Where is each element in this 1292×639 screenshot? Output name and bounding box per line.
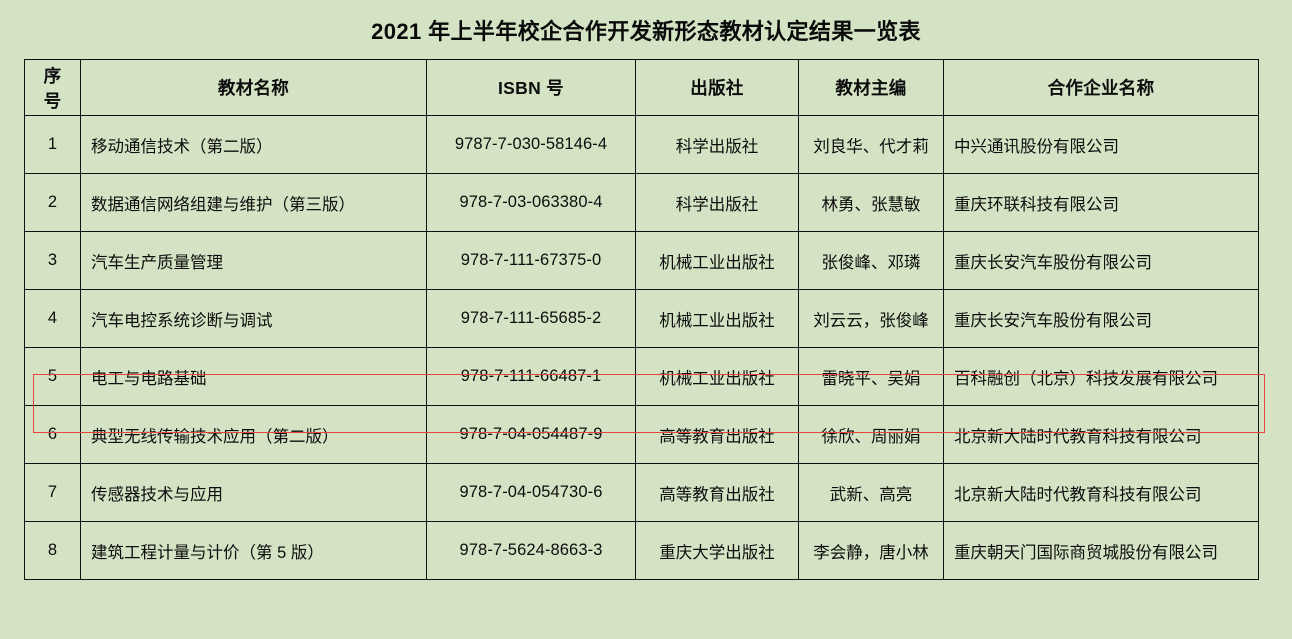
cell-pub: 机械工业出版社 (635, 289, 799, 348)
cell-idx: 1 (24, 115, 81, 174)
cell-isbn: 978-7-03-063380-4 (426, 173, 636, 232)
cell-isbn: 978-7-111-65685-2 (426, 289, 636, 348)
table-row: 1 移动通信技术（第二版） 9787-7-030-58146-4 科学出版社 刘良华、代… (24, 115, 1259, 174)
column-header-name: 教材名称 (80, 59, 427, 116)
cell-company: 重庆环联科技有限公司 (943, 173, 1259, 232)
cell-editor: 雷晓平、吴娟 (798, 347, 944, 406)
cell-isbn: 9787-7-030-58146-4 (426, 115, 636, 174)
cell-pub: 机械工业出版社 (635, 231, 799, 290)
cell-name: 汽车生产质量管理 (80, 231, 427, 290)
cell-pub: 重庆大学出版社 (635, 521, 799, 580)
page-title: 2021 年上半年校企合作开发新形态教材认定结果一览表 (371, 19, 921, 44)
cell-idx: 5 (24, 347, 81, 406)
table-header: 序号 教材名称 ISBN 号 出版社 教材主编 合作企业名称 (24, 59, 1259, 116)
cell-idx: 8 (24, 521, 81, 580)
textbook-results-table: 序号 教材名称 ISBN 号 出版社 教材主编 合作企业名称 1 移动通信技术（第… (24, 59, 1259, 580)
cell-idx: 6 (24, 405, 81, 464)
cell-name: 建筑工程计量与计价（第 5 版） (80, 521, 427, 580)
cell-isbn: 978-7-04-054730-6 (426, 463, 636, 522)
cell-company: 重庆长安汽车股份有限公司 (943, 231, 1259, 290)
cell-pub: 科学出版社 (635, 115, 799, 174)
cell-editor: 武新、高亮 (798, 463, 944, 522)
cell-company: 北京新大陆时代教育科技有限公司 (943, 405, 1259, 464)
column-header-company: 合作企业名称 (943, 59, 1259, 116)
table-row: 3 汽车生产质量管理 978-7-111-67375-0 机械工业出版社 张俊峰、邓璘重… (24, 231, 1259, 290)
cell-idx: 3 (24, 231, 81, 290)
cell-company: 北京新大陆时代教育科技有限公司 (943, 463, 1259, 522)
cell-name: 电工与电路基础 (80, 347, 427, 406)
cell-editor: 林勇、张慧敏 (798, 173, 944, 232)
cell-isbn: 978-7-04-054487-9 (426, 405, 636, 464)
column-header-index: 序号 (24, 59, 81, 116)
cell-name: 移动通信技术（第二版） (80, 115, 427, 174)
cell-pub: 机械工业出版社 (635, 347, 799, 406)
cell-company: 重庆朝天门国际商贸城股份有限公司 (943, 521, 1259, 580)
table-row: 6 典型无线传输技术应用（第二版） 978-7-04-054487-9 高等教育出版社… (24, 405, 1259, 464)
column-header-publisher: 出版社 (635, 59, 799, 116)
cell-idx: 2 (24, 173, 81, 232)
table-body: 1 移动通信技术（第二版） 9787-7-030-58146-4 科学出版社 刘良华、代… (24, 115, 1259, 580)
cell-name: 传感器技术与应用 (80, 463, 427, 522)
column-header-editor: 教材主编 (798, 59, 944, 116)
cell-pub: 高等教育出版社 (635, 463, 799, 522)
table-container: 序号 教材名称 ISBN 号 出版社 教材主编 合作企业名称 1 移动通信技术（第… (24, 59, 1259, 580)
cell-company: 重庆长安汽车股份有限公司 (943, 289, 1259, 348)
table-header-row: 序号 教材名称 ISBN 号 出版社 教材主编 合作企业名称 (24, 59, 1259, 116)
cell-editor: 张俊峰、邓璘 (798, 231, 944, 290)
table-row: 8 建筑工程计量与计价（第 5 版） 978-7-5624-8663-3 重庆大学出版… (24, 521, 1259, 580)
cell-isbn: 978-7-111-66487-1 (426, 347, 636, 406)
cell-name: 汽车电控系统诊断与调试 (80, 289, 427, 348)
cell-isbn: 978-7-111-67375-0 (426, 231, 636, 290)
cell-company: 中兴通讯股份有限公司 (943, 115, 1259, 174)
cell-name: 典型无线传输技术应用（第二版） (80, 405, 427, 464)
cell-isbn: 978-7-5624-8663-3 (426, 521, 636, 580)
table-row: 4 汽车电控系统诊断与调试 978-7-111-65685-2 机械工业出版社 刘云云，… (24, 289, 1259, 348)
cell-idx: 7 (24, 463, 81, 522)
cell-pub: 科学出版社 (635, 173, 799, 232)
cell-name: 数据通信网络组建与维护（第三版） (80, 173, 427, 232)
cell-company: 百科融创（北京）科技发展有限公司 (943, 347, 1259, 406)
table-row: 7 传感器技术与应用 978-7-04-054730-6 高等教育出版社 武新、高亮 北京… (24, 463, 1259, 522)
column-header-isbn: ISBN 号 (426, 59, 636, 116)
cell-pub: 高等教育出版社 (635, 405, 799, 464)
table-row: 5 电工与电路基础 978-7-111-66487-1 机械工业出版社 雷晓平、吴娟 百科… (24, 347, 1259, 406)
cell-editor: 徐欣、周丽娟 (798, 405, 944, 464)
cell-editor: 刘云云，张俊峰 (798, 289, 944, 348)
table-row: 2 数据通信网络组建与维护（第三版） 978-7-03-063380-4 科学出版社林… (24, 173, 1259, 232)
cell-editor: 李会静，唐小林 (798, 521, 944, 580)
cell-idx: 4 (24, 289, 81, 348)
cell-editor: 刘良华、代才莉 (798, 115, 944, 174)
